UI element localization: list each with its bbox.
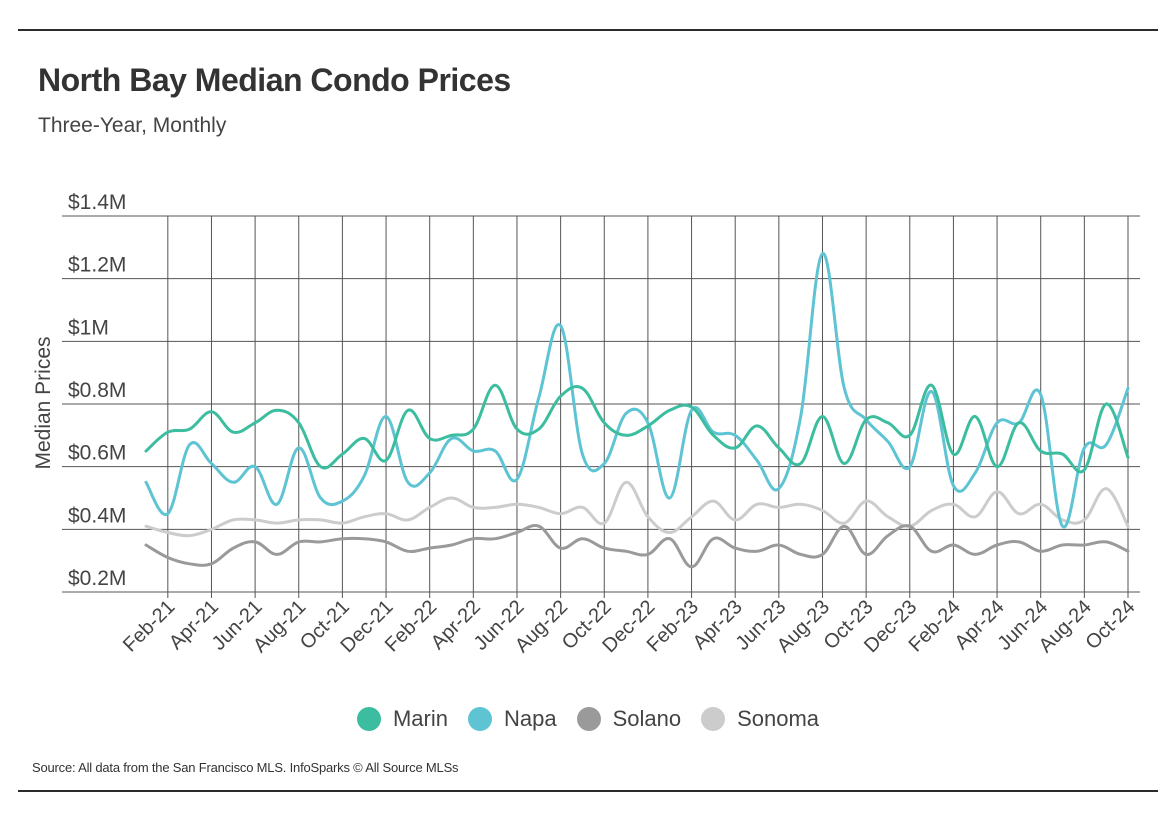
legend-swatch: [576, 707, 601, 731]
y-tick-label: $0.8M: [68, 379, 126, 402]
grid-lines: [62, 215, 1140, 598]
top-rule: [18, 29, 1158, 31]
y-axis-ticks: $0.2M $0.4M $0.6M $0.8M $1M $1.2M $1.4M: [68, 191, 126, 590]
source-note: Source: All data from the San Francisco …: [32, 760, 459, 775]
y-tick-label: $1.4M: [68, 191, 126, 214]
series-line-solano: [144, 524, 1130, 569]
legend-swatch: [467, 707, 492, 731]
legend-label: Sonoma: [737, 706, 820, 731]
x-tick-label: Feb-21: [119, 596, 179, 656]
legend-label: Napa: [503, 706, 557, 731]
y-tick-label: $0.4M: [68, 504, 126, 527]
line-chart: $0.2M $0.4M $0.6M $0.8M $1M $1.2M $1.4M Feb-21…: [32, 191, 1140, 657]
legend-swatch: [356, 707, 381, 731]
bottom-rule: [18, 790, 1158, 792]
x-axis-ticks: Feb-21Apr-21Jun-21Aug-21Oct-21Dec-21Feb-…: [119, 596, 1140, 657]
legend-label: Solano: [612, 706, 682, 731]
y-tick-label: $0.2M: [68, 567, 126, 590]
legend-item-marin: Marin: [356, 706, 448, 732]
chart-title: North Bay Median Condo Prices: [38, 62, 511, 98]
y-tick-label: $0.6M: [68, 442, 126, 465]
legend-swatch: [701, 707, 726, 731]
chart-subtitle: Three-Year, Monthly: [38, 114, 227, 137]
series-line-sonoma: [144, 480, 1130, 538]
y-tick-label: $1.2M: [68, 254, 126, 277]
legend-label: Marin: [392, 706, 448, 731]
series-line-marin: [144, 383, 1130, 474]
legend-item-napa: Napa: [467, 706, 557, 732]
series-lines: [144, 252, 1130, 569]
y-axis-label: Median Prices: [32, 336, 55, 469]
x-tick-label: Oct-24: [1082, 596, 1140, 654]
legend-item-solano: Solano: [576, 706, 682, 732]
legend-item-sonoma: Sonoma: [701, 706, 819, 732]
legend: Marin Napa Solano Sonoma: [0, 706, 1176, 737]
series-line-napa: [144, 252, 1130, 529]
y-tick-label: $1M: [68, 316, 109, 339]
